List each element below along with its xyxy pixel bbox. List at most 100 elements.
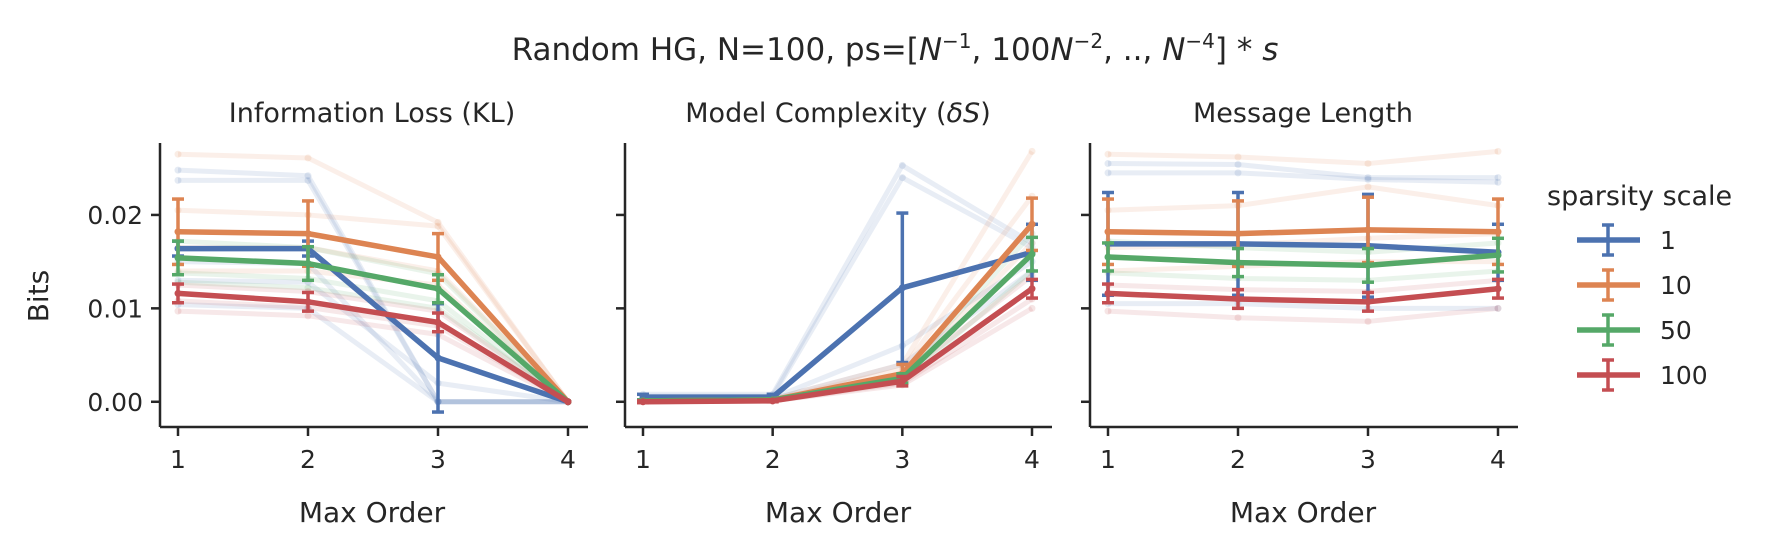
faint-run-point	[1234, 169, 1242, 177]
faint-run-line	[177, 207, 571, 404]
faint-run-line	[177, 277, 569, 405]
x-tick-label: 3	[894, 445, 910, 474]
faint-run-point	[174, 166, 182, 174]
series-point	[639, 398, 647, 406]
x-tick-label: 1	[170, 445, 186, 474]
faint-run-line	[1108, 301, 1498, 311]
faint-run-point	[1234, 160, 1242, 168]
faint-run-line	[643, 162, 1034, 397]
legend-item: 10	[1577, 268, 1692, 302]
faint-run-line	[1107, 277, 1499, 295]
faint-run-point	[1494, 304, 1502, 312]
faint-run-line	[1107, 305, 1499, 324]
faint-run-line	[642, 231, 1034, 404]
series-point	[1104, 253, 1112, 261]
x-tick-label: 4	[1490, 445, 1506, 474]
faint-run-line	[177, 302, 568, 405]
series-line	[1108, 241, 1499, 256]
series-point	[898, 377, 906, 385]
faint-run-point	[1364, 317, 1372, 325]
faint-run-point	[434, 222, 442, 230]
x-tick-label: 1	[1100, 445, 1116, 474]
series-point	[174, 254, 182, 262]
faint-run-point	[304, 284, 312, 292]
faint-run-line	[177, 308, 570, 404]
faint-run-point	[174, 276, 182, 284]
faint-run-line	[177, 151, 571, 404]
x-tick-label: 3	[1360, 445, 1376, 474]
faint-run-point	[304, 312, 312, 320]
faint-run-line	[1108, 170, 1499, 185]
series-line	[177, 229, 571, 404]
y-tick-label: 0.01	[87, 294, 143, 323]
faint-run-line	[178, 177, 568, 405]
faint-run-point	[1494, 174, 1502, 182]
series-point	[1028, 250, 1036, 258]
faint-run-point	[1494, 147, 1502, 155]
legend-items: 1 10 50 100	[1577, 223, 1708, 392]
panel-message-length: Message Length 1 2 3 4 Max Order	[1081, 98, 1518, 529]
series-point	[174, 289, 182, 297]
faint-run-point	[304, 154, 312, 162]
series-point	[1364, 226, 1372, 234]
faint-run-line	[177, 279, 570, 404]
series-point	[769, 397, 777, 405]
faint-run-point	[304, 172, 312, 180]
faint-run-point	[1234, 153, 1242, 161]
plot-area: 1 2 3 4	[1081, 143, 1518, 474]
panel-information-loss: Information Loss (KL) 1 2 3 4 0.00 0.01 0.02 M…	[22, 98, 588, 529]
x-tick-label: 2	[765, 445, 781, 474]
series-point	[304, 298, 312, 306]
faint-run-point	[1364, 175, 1372, 183]
series-point	[434, 253, 442, 261]
x-tick-label: 4	[1024, 445, 1040, 474]
legend: sparsity scale 1 10 50 100	[1547, 181, 1732, 392]
faint-run-point	[898, 161, 906, 169]
legend-item: 50	[1577, 313, 1692, 347]
legend-item: 1	[1577, 223, 1676, 257]
series-point	[304, 230, 312, 238]
plot-area: 1 2 3 4	[616, 143, 1052, 474]
series-line	[1107, 286, 1499, 305]
legend-title: sparsity scale	[1547, 181, 1732, 212]
plot-area: 1 2 3 4 0.00 0.01 0.02	[87, 143, 588, 474]
faint-run-point	[1364, 174, 1372, 182]
legend-item: 100	[1577, 358, 1708, 392]
faint-run-point	[1234, 314, 1242, 322]
x-tick-label: 3	[430, 445, 446, 474]
faint-run-point	[174, 307, 182, 315]
faint-run-point	[174, 150, 182, 158]
legend-label: 50	[1660, 316, 1692, 345]
faint-run-point	[898, 174, 906, 182]
faint-run-line	[177, 238, 570, 404]
series-point	[174, 228, 182, 236]
x-tick-label: 2	[1230, 445, 1246, 474]
faint-run-point	[174, 176, 182, 184]
legend-label: 10	[1660, 271, 1692, 300]
x-axis-label: Max Order	[1230, 496, 1377, 529]
series-point	[564, 398, 572, 406]
faint-run-line	[1107, 148, 1499, 167]
faint-run-point	[1494, 304, 1502, 312]
x-axis-label: Max Order	[765, 496, 912, 529]
y-tick-label: 0.02	[87, 201, 143, 230]
faint-run-point	[1104, 160, 1112, 168]
series-line	[177, 290, 570, 405]
series-point	[1364, 261, 1372, 269]
faint-run-point	[304, 176, 312, 184]
panel-title: Message Length	[1193, 98, 1413, 129]
x-axis-label: Max Order	[299, 496, 446, 529]
series-point	[1234, 230, 1242, 238]
series-line	[643, 249, 1033, 400]
series-point	[1028, 285, 1036, 293]
series-point	[1494, 285, 1502, 293]
x-tick-label: 1	[635, 445, 651, 474]
x-tick-label: 2	[300, 445, 316, 474]
panel-model-complexity: Model Complexity (δS) 1 2 3 4 Max Order	[616, 98, 1052, 529]
faint-run-point	[1104, 169, 1112, 177]
series-line	[178, 245, 569, 405]
series-point	[1494, 228, 1502, 236]
y-axis-label: Bits	[22, 270, 55, 323]
legend-label: 1	[1660, 226, 1676, 255]
series-line	[1107, 227, 1499, 237]
